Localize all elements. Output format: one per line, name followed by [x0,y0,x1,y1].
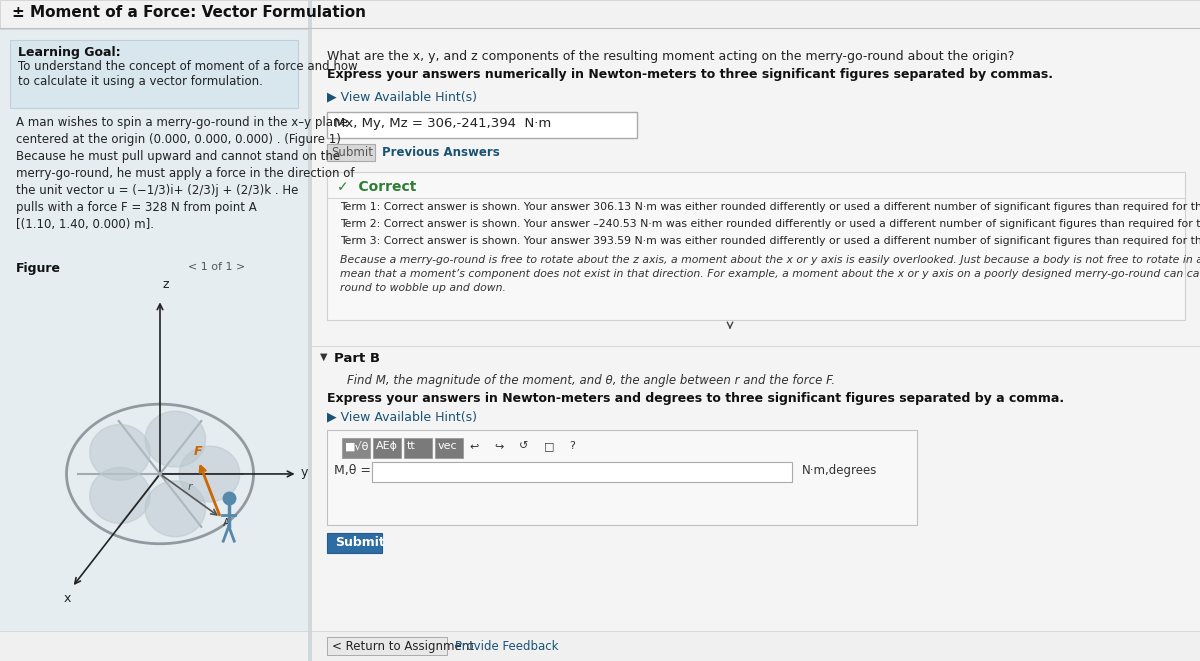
Text: vec: vec [438,441,457,451]
Text: round to wobble up and down.: round to wobble up and down. [340,283,506,293]
Bar [326,172,1186,320]
Text: y: y [300,466,307,479]
Text: z: z [163,278,169,291]
Text: [(1.10, 1.40, 0.000) m].: [(1.10, 1.40, 0.000) m]. [16,218,154,231]
Text: Find M, the magnitude of the moment, and θ, the angle between r and the force F.: Find M, the magnitude of the moment, and… [347,374,835,387]
Text: Express your answers in Newton-meters and degrees to three significant figures s: Express your answers in Newton-meters an… [326,392,1064,405]
Text: Express your answers numerically in Newton-meters to three significant figures s: Express your answers numerically in Newt… [326,68,1054,81]
Text: □: □ [544,441,554,451]
Text: x: x [64,592,71,605]
Text: AEϕ: AEϕ [376,441,398,451]
Text: < Return to Assignment: < Return to Assignment [332,640,474,653]
Text: Previous Answers: Previous Answers [382,146,499,159]
Bar [308,0,312,661]
Text: ?: ? [569,441,575,451]
Bar [0,0,1200,28]
Polygon shape [90,424,150,481]
Text: M,θ =: M,θ = [334,464,371,477]
Text: ▶ View Available Hint(s): ▶ View Available Hint(s) [326,410,478,423]
Text: F: F [194,445,203,458]
Bar [0,28,308,661]
Text: ± Moment of a Force: Vector Formulation: ± Moment of a Force: Vector Formulation [12,5,366,20]
Text: N·m,degrees: N·m,degrees [802,464,877,477]
Text: A man wishes to spin a merry-go-round in the x–y plane: A man wishes to spin a merry-go-round in… [16,116,348,129]
Text: Term 2: Correct answer is shown. Your answer –240.53 N·m was either rounded diff: Term 2: Correct answer is shown. Your an… [340,219,1200,229]
Text: the unit vector u = (−1/3)i+ (2/3)j + (2/3)k . He: the unit vector u = (−1/3)i+ (2/3)j + (2… [16,184,299,197]
Polygon shape [145,411,205,467]
Text: ▼: ▼ [320,352,328,362]
Bar [326,533,382,553]
Bar [404,438,432,458]
Bar [10,40,298,108]
Text: < 1 of 1 >: < 1 of 1 > [188,262,245,272]
Text: ↺: ↺ [520,441,528,451]
Text: r: r [187,482,192,492]
Text: merry-go-round, he must apply a force in the direction of: merry-go-round, he must apply a force in… [16,167,354,180]
Text: pulls with a force F = 328 N from point A: pulls with a force F = 328 N from point … [16,201,257,214]
Text: tt: tt [407,441,415,451]
Bar [312,28,1200,661]
Text: ▶ View Available Hint(s): ▶ View Available Hint(s) [326,90,478,103]
Text: Learning Goal:: Learning Goal: [18,46,121,59]
Bar [373,438,401,458]
Bar [326,144,374,161]
Bar [0,28,308,30]
Bar [342,438,370,458]
Bar [326,637,446,655]
Text: Mx, My, Mz = 306,-241,394  N·m: Mx, My, Mz = 306,-241,394 N·m [334,117,551,130]
Bar [326,430,917,525]
Text: Term 3: Correct answer is shown. Your answer 393.59 N·m was either rounded diffe: Term 3: Correct answer is shown. Your an… [340,236,1200,246]
Text: ↩: ↩ [469,441,479,451]
Text: Part B: Part B [334,352,380,365]
Text: A: A [223,518,230,528]
Text: Because a merry-go-round is free to rotate about the z axis, a moment about the : Because a merry-go-round is free to rota… [340,255,1200,265]
Text: Submit: Submit [335,536,385,549]
Polygon shape [90,467,150,524]
Bar [326,112,637,138]
Text: Provide Feedback: Provide Feedback [455,640,558,653]
Text: centered at the origin (0.000, 0.000, 0.000) . (Figure 1): centered at the origin (0.000, 0.000, 0.… [16,133,341,146]
Bar [372,462,792,482]
Text: ✓  Correct: ✓ Correct [337,180,416,194]
Polygon shape [179,446,240,502]
Text: To understand the concept of moment of a force and how
to calculate it using a v: To understand the concept of moment of a… [18,60,358,88]
Text: What are the x, y, and z components of the resulting moment acting on the merry-: What are the x, y, and z components of t… [326,50,1014,63]
Text: Term 1: Correct answer is shown. Your answer 306.13 N·m was either rounded diffe: Term 1: Correct answer is shown. Your an… [340,202,1200,212]
Polygon shape [145,481,205,537]
Bar [0,631,1200,661]
Text: ↪: ↪ [494,441,503,451]
Bar [436,438,463,458]
Text: Because he must pull upward and cannot stand on the: Because he must pull upward and cannot s… [16,150,340,163]
Text: Figure: Figure [16,262,61,275]
Text: ■√θ: ■√θ [346,441,370,451]
Text: Submit: Submit [331,146,373,159]
Text: mean that a moment’s component does not exist in that direction. For example, a : mean that a moment’s component does not … [340,269,1200,279]
Bar [10,110,298,258]
